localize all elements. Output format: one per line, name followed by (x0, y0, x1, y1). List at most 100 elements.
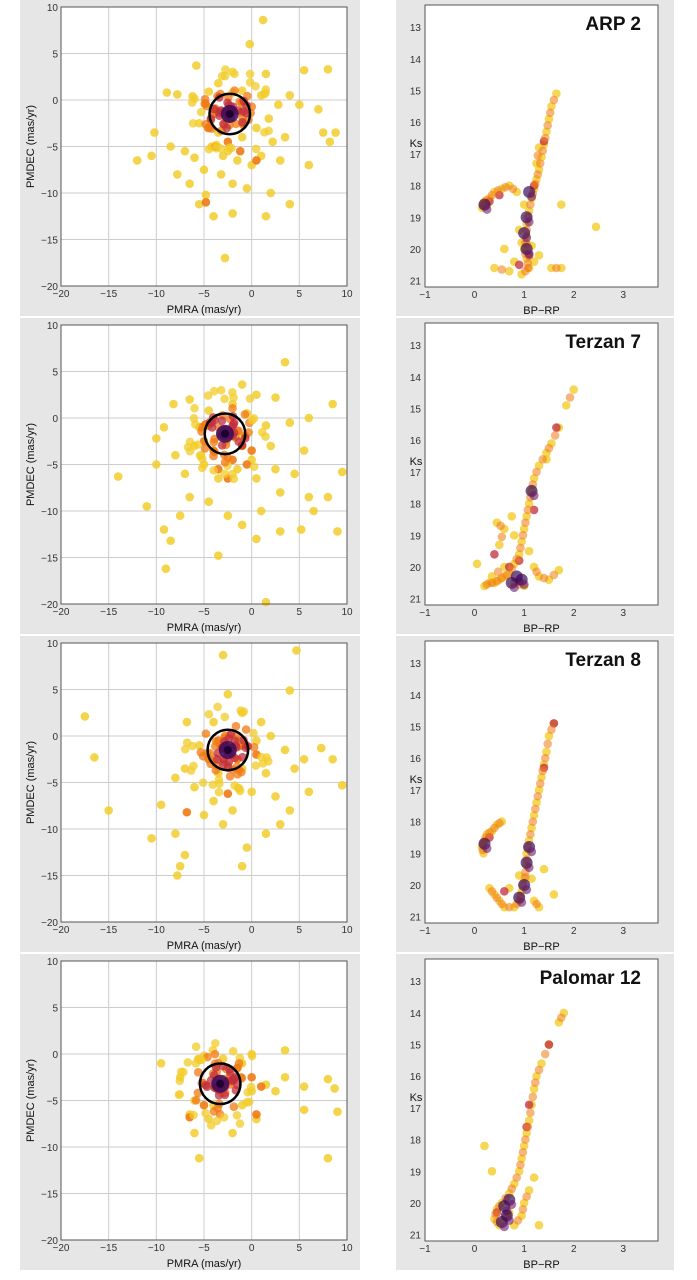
pm-data-point (252, 736, 261, 745)
x-tick-label: −10 (148, 607, 165, 618)
cmd-sequence-point (532, 899, 541, 909)
pm-data-point (242, 184, 252, 193)
pm-cluster-member (213, 1103, 222, 1113)
y-tick-label: 21 (410, 1231, 422, 1242)
pm-cluster-member (220, 457, 230, 467)
pm-data-point (285, 91, 295, 100)
pm-cluster-member (241, 725, 251, 734)
pm-data-point (290, 469, 299, 479)
cmd-data-point (591, 222, 601, 232)
pm-data-point (252, 390, 261, 400)
pm-data-point (237, 86, 247, 95)
cmd-sequence-point (496, 521, 505, 531)
x-tick-label: −5 (198, 1243, 210, 1254)
pm-data-point (150, 128, 159, 137)
x-tick-label: 2 (571, 1244, 577, 1255)
pm-cluster-member (257, 427, 267, 437)
cmd-sequence-point (533, 170, 543, 179)
pm-cluster-member (210, 1049, 220, 1059)
pm-data-point (330, 1084, 339, 1093)
pm-data-point (323, 492, 333, 502)
pm-data-point (252, 534, 261, 544)
pm-data-point (261, 69, 271, 79)
cmd-data-point (561, 401, 571, 410)
cluster-name: Palomar 12 (540, 968, 641, 989)
pm-cluster-member (229, 1102, 239, 1112)
pm-cluster-member (228, 1046, 238, 1056)
cmd-sequence-point (545, 108, 555, 118)
x-tick-label: 5 (297, 289, 303, 300)
pm-data-point (328, 754, 338, 764)
pm-panel: −20 −15 −10 −5 0 5 10 10 5 0 −5 −10 −15 −20 PMRA (mas/… (0, 954, 360, 1270)
pm-cluster-member (176, 1067, 186, 1077)
cmd-sequence-point (549, 570, 559, 580)
cmd-data-point (524, 546, 534, 556)
y-tick-label: 14 (410, 55, 422, 66)
plot-border (60, 324, 348, 605)
pm-cluster-member (198, 778, 208, 787)
cmd-sequence-point (491, 1209, 500, 1219)
y-axis-label: PMDEC (mas/yr) (25, 1059, 37, 1142)
pm-data-point (258, 15, 268, 25)
pm-data-point (228, 179, 237, 188)
y-tick-label: 15 (410, 1041, 422, 1052)
y-tick-label: −5 (47, 461, 59, 472)
pm-data-point (304, 492, 314, 502)
cmd-sequence-point (497, 899, 507, 909)
pm-data-point (209, 717, 218, 727)
cmd-data-point-hot (490, 550, 499, 559)
cmd-sequence-point (531, 1078, 540, 1087)
x-axis-label: BP−RP (523, 1259, 559, 1271)
cmd-sequence-point (523, 1122, 533, 1132)
y-axis-label: Ks (410, 774, 423, 786)
cmd-data-point (519, 200, 529, 209)
cmd-sequence-point (552, 263, 561, 273)
pm-data-point (199, 810, 209, 820)
y-tick-label: 14 (410, 691, 422, 702)
pm-data-point (228, 209, 237, 218)
cmd-dense-point (527, 192, 537, 202)
y-tick-label: −5 (47, 1097, 59, 1108)
pm-data-point (323, 65, 333, 74)
cmd-sequence-point (523, 505, 533, 515)
cmd-data-point-hot (514, 260, 524, 270)
cmd-sequence-point (535, 779, 545, 788)
y-tick-label: −15 (41, 554, 58, 565)
pm-data-point (266, 731, 276, 741)
pm-data-point (256, 717, 266, 727)
pm-cluster-member (224, 143, 234, 152)
y-tick-label: 0 (52, 1050, 58, 1061)
x-tick-label: −5 (198, 289, 210, 300)
pm-data-point (147, 151, 156, 161)
pm-data-point (318, 128, 328, 137)
pm-data-point (309, 506, 318, 516)
x-tick-label: 1 (521, 290, 527, 301)
pm-cluster-member (220, 712, 230, 722)
pm-cluster-member (235, 1119, 245, 1128)
pm-data-point (185, 395, 194, 404)
pm-data-point (104, 806, 113, 815)
pm-cluster-member (187, 98, 197, 107)
pm-data-point (316, 743, 326, 753)
cmd-sequence-point (539, 573, 549, 583)
cmd-dense-point (482, 204, 492, 214)
cmd-plot-border (424, 4, 659, 288)
pm-cluster-member (251, 81, 260, 91)
y-tick-label: 18 (410, 1136, 422, 1147)
pm-cluster-member (175, 1076, 185, 1086)
y-tick-label: 15 (410, 723, 422, 734)
pm-data-point-warm (256, 1082, 266, 1091)
pm-data-point (237, 132, 247, 142)
plot-border (60, 960, 348, 1241)
pm-cluster-member (231, 721, 241, 731)
pm-cluster-member (188, 118, 198, 128)
pm-data-point (180, 850, 190, 860)
cmd-data-point (490, 263, 499, 273)
cmd-data-point (504, 266, 514, 276)
pm-cluster-member (249, 742, 259, 752)
x-tick-label: 0 (472, 1244, 478, 1255)
y-tick-label: 13 (410, 341, 422, 352)
pm-data-point (209, 796, 218, 806)
pm-data-point (261, 597, 271, 607)
x-tick-label: 2 (571, 926, 577, 937)
